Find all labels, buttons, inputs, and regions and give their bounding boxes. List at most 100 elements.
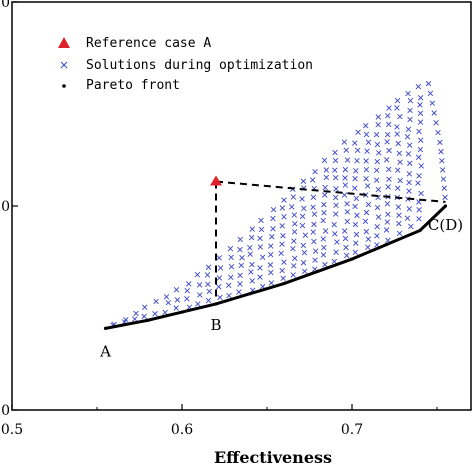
solution-marker: [365, 244, 371, 250]
x-tick-label: 0.7: [341, 422, 363, 438]
solution-marker: [415, 154, 422, 160]
solution-marker: [228, 274, 234, 281]
dashed-line: [215, 180, 446, 203]
solution-marker: [334, 239, 340, 245]
solution-marker: [196, 282, 203, 288]
solution-marker: [406, 188, 412, 194]
legend-label: Pareto front: [86, 78, 180, 93]
solution-marker: [332, 167, 338, 173]
solution-marker: [279, 205, 286, 211]
solution-marker: [302, 232, 309, 238]
solution-marker: [184, 287, 190, 294]
solution-marker: [257, 274, 263, 280]
solution-marker: [153, 298, 159, 305]
solution-marker: [385, 184, 391, 190]
solution-marker: [279, 241, 285, 247]
solution-marker: [374, 204, 381, 211]
solution-marker: [433, 120, 439, 126]
solution-marker: [248, 269, 254, 275]
solution-marker: [406, 206, 413, 212]
solution-marker: [205, 264, 212, 270]
solution-marker: [257, 244, 264, 250]
solution-marker: [416, 207, 422, 213]
solution-marker: [278, 250, 284, 257]
solution-marker: [355, 129, 361, 135]
solution-marker: [301, 268, 308, 275]
point-label-cd: C(D): [428, 216, 463, 234]
solution-marker: [290, 194, 297, 200]
solution-marker: [259, 254, 266, 260]
solution-marker: [375, 121, 381, 128]
solution-marker: [363, 166, 370, 173]
solution-marker: [163, 294, 170, 300]
legend-label: Solutions during optimization: [86, 58, 313, 73]
solution-marker: [133, 310, 139, 317]
solution-marker: [280, 233, 286, 239]
solution-marker: [141, 313, 147, 320]
solution-marker: [342, 235, 349, 242]
solution-marker: [383, 227, 390, 233]
solution-marker: [194, 271, 201, 278]
pareto-point: [282, 281, 286, 286]
pareto-point: [103, 326, 108, 330]
solution-marker: [373, 167, 380, 174]
solution-marker: [397, 159, 403, 165]
solution-marker: [268, 243, 274, 249]
solution-marker: [281, 214, 287, 220]
solution-marker: [267, 251, 274, 258]
solution-marker: [206, 288, 213, 295]
solution-marker: [342, 182, 349, 188]
solution-marker: [311, 211, 318, 217]
solution-marker: [406, 179, 412, 186]
solution-marker: [437, 139, 443, 146]
solution-marker: [216, 284, 222, 290]
solution-marker: [439, 158, 445, 164]
solution-marker: [344, 157, 351, 163]
solution-marker: [344, 201, 350, 207]
solution-marker: [384, 219, 391, 225]
solution-marker: [442, 194, 448, 201]
solution-marker: [205, 281, 211, 288]
axes: 0.5 0.6 0.7 0 0 0 Effectiveness: [1, 0, 472, 467]
solution-marker: [258, 217, 264, 224]
solution-marker: [291, 229, 298, 235]
solution-marker: [353, 231, 360, 238]
solution-marker: [332, 194, 339, 201]
solution-marker: [322, 228, 329, 234]
solution-marker: [374, 233, 380, 239]
solution-marker: [418, 163, 425, 169]
solution-marker: [363, 131, 370, 138]
solution-marker: [405, 90, 411, 97]
solution-marker: [384, 201, 391, 207]
solution-marker: [322, 184, 328, 191]
legend: Reference case A Solutions during optimiz…: [58, 36, 313, 93]
solution-marker: [342, 166, 349, 173]
legend-triangle-icon: [58, 37, 70, 48]
solution-marker: [417, 95, 424, 101]
solution-marker: [270, 206, 277, 213]
solution-marker: [352, 175, 358, 182]
solution-marker: [267, 262, 274, 268]
solution-marker: [197, 292, 203, 298]
solution-marker: [331, 258, 338, 265]
solution-marker: [312, 257, 318, 263]
solution-marker: [386, 176, 392, 182]
solution-marker: [352, 249, 358, 256]
solution-marker: [268, 280, 275, 286]
solution-marker: [249, 261, 255, 268]
pareto-point: [180, 310, 184, 314]
solution-marker: [311, 238, 317, 245]
x-axis-title: Effectiveness: [214, 448, 332, 467]
solution-marker: [375, 214, 382, 220]
solution-marker: [438, 148, 444, 155]
solution-marker: [384, 139, 390, 145]
solution-marker: [352, 185, 358, 191]
solution-marker: [407, 160, 413, 167]
solution-marker: [373, 131, 380, 138]
solution-marker: [237, 272, 243, 279]
solution-marker: [396, 230, 403, 237]
solution-marker: [289, 204, 295, 210]
solution-marker: [312, 248, 319, 254]
solution-marker: [300, 242, 306, 249]
